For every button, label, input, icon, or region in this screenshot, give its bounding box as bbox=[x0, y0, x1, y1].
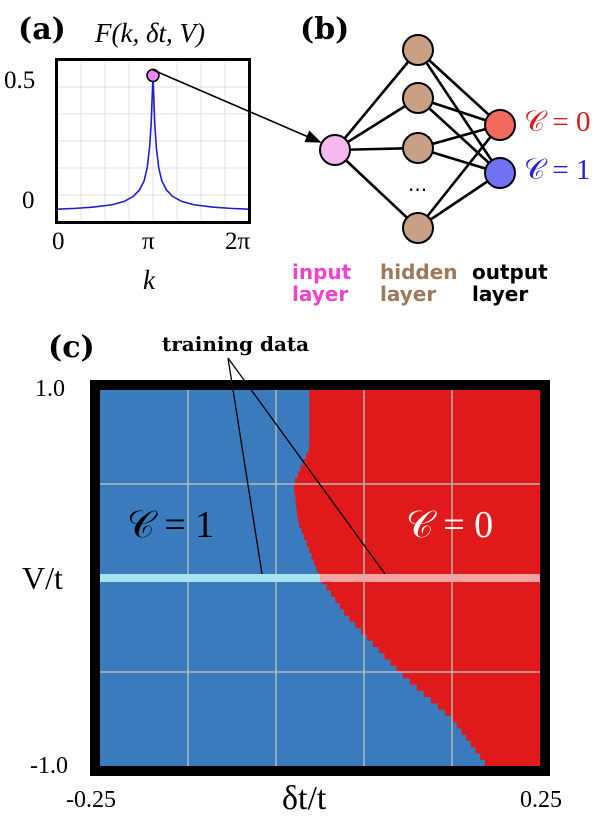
panel-a-xtick-2pi: 2π bbox=[225, 228, 251, 255]
panel-c-xtick-right: 0.25 bbox=[520, 787, 562, 813]
panel-c-xtick-left: -0.25 bbox=[66, 787, 116, 813]
panel-a-xtick-pi: π bbox=[142, 228, 155, 255]
hidden-node-1 bbox=[402, 34, 434, 66]
panel-a-chart bbox=[55, 58, 251, 224]
output-label-c1: 𝒞 = 1 bbox=[524, 154, 591, 186]
panel-a-title: F(k, δt, V) bbox=[95, 18, 206, 48]
output-node-c0 bbox=[484, 109, 516, 141]
peak-point bbox=[146, 68, 160, 83]
hidden-node-3 bbox=[402, 132, 434, 164]
panel-c-ylabel: V/t bbox=[22, 560, 63, 596]
panel-a-label: (a) bbox=[18, 12, 66, 47]
training-line-c1 bbox=[100, 574, 320, 582]
peak-to-input-arrow bbox=[152, 69, 322, 143]
hidden-node-4 bbox=[402, 212, 434, 244]
panel-b-label: (b) bbox=[300, 12, 350, 47]
panel-c-ytick-top: 1.0 bbox=[35, 376, 65, 402]
input-layer-label: input layer bbox=[292, 260, 352, 306]
hidden-layer-label: hidden layer bbox=[380, 260, 458, 306]
input-node bbox=[319, 134, 351, 166]
training-line-c0 bbox=[320, 574, 540, 582]
output-node-c1 bbox=[484, 157, 516, 189]
panel-c-xlabel: δt/t bbox=[282, 780, 327, 817]
output-layer-label: output layer bbox=[472, 260, 548, 306]
hidden-node-2 bbox=[402, 82, 434, 114]
panel-a-ytick-top: 0.5 bbox=[4, 67, 36, 94]
panel-c-label: (c) bbox=[48, 330, 95, 365]
panel-c-chart bbox=[90, 380, 550, 776]
panel-a-xlabel: k bbox=[143, 265, 155, 295]
region-label-c1: 𝒞 = 1 bbox=[127, 504, 215, 546]
region-label-c0: 𝒞 = 0 bbox=[406, 504, 494, 546]
output-label-c0: 𝒞 = 0 bbox=[524, 106, 591, 138]
panel-a-ytick-bottom: 0 bbox=[22, 187, 35, 214]
training-data-annotation: training data bbox=[162, 332, 310, 356]
hidden-ellipsis: ... bbox=[408, 172, 428, 196]
panel-a-xtick-0: 0 bbox=[52, 228, 65, 255]
panel-c-ytick-bottom: -1.0 bbox=[30, 753, 68, 779]
plot-frame bbox=[55, 58, 251, 224]
neural-network-diagram bbox=[152, 34, 516, 244]
